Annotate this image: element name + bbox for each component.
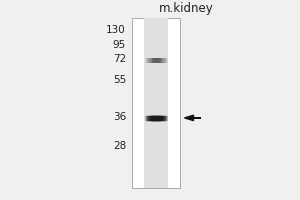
Text: 36: 36 bbox=[113, 112, 126, 122]
Text: 72: 72 bbox=[113, 54, 126, 64]
Text: 28: 28 bbox=[113, 141, 126, 151]
Text: 95: 95 bbox=[113, 40, 126, 50]
Text: 130: 130 bbox=[106, 25, 126, 35]
Text: m.kidney: m.kidney bbox=[159, 2, 213, 15]
Bar bbox=[144, 18, 168, 188]
FancyArrow shape bbox=[184, 115, 201, 121]
Bar bbox=[132, 18, 180, 188]
Text: 55: 55 bbox=[113, 75, 126, 85]
